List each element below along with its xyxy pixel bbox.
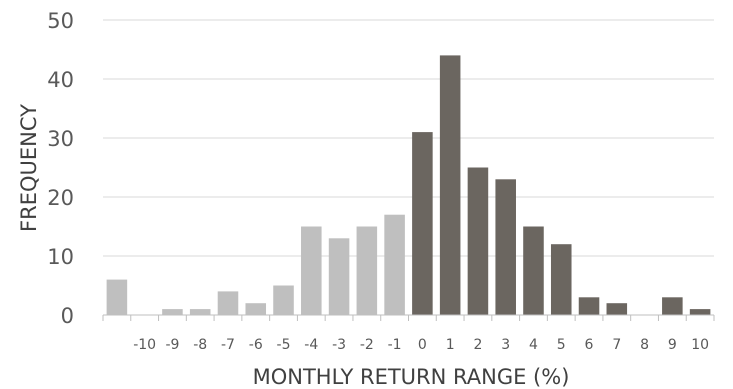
y-tick-label: 0 — [61, 304, 74, 328]
bar — [689, 309, 711, 315]
y-tick-label: 50 — [47, 9, 74, 33]
gridlines — [103, 19, 714, 257]
bar — [523, 226, 544, 315]
bar — [578, 297, 600, 315]
bar — [439, 55, 461, 316]
bars — [106, 55, 711, 316]
bar — [301, 226, 322, 315]
x-tick-label: -1 — [388, 337, 402, 353]
x-tick-label: -8 — [193, 337, 207, 353]
bar — [467, 167, 489, 315]
x-tick-label: 9 — [668, 337, 677, 353]
x-tick-label: 4 — [529, 337, 538, 353]
x-tick-label: -10 — [133, 337, 156, 353]
bar — [384, 214, 405, 315]
x-tick-label: -7 — [221, 337, 235, 353]
bar — [412, 132, 433, 315]
x-tick-label: 2 — [473, 337, 482, 353]
x-tick-label: -2 — [360, 337, 374, 353]
bar — [106, 279, 128, 315]
y-tick-label: 10 — [47, 245, 74, 269]
bar — [328, 238, 350, 315]
x-tick-label: 1 — [446, 337, 455, 353]
x-axis-title: MONTHLY RETURN RANGE (%) — [253, 365, 570, 389]
x-tick-label: -3 — [332, 337, 346, 353]
bar — [606, 303, 628, 315]
bar — [189, 309, 211, 315]
x-tick-label: 5 — [557, 337, 566, 353]
x-tick-label: 10 — [691, 337, 709, 353]
y-tick-label: 20 — [47, 186, 74, 210]
x-tick-label: -6 — [249, 337, 263, 353]
axes — [102, 314, 715, 321]
x-tick-label: 7 — [612, 337, 621, 353]
bar — [273, 285, 294, 315]
x-tick-label: -5 — [277, 337, 291, 353]
bar — [162, 309, 183, 315]
x-tick-label: 8 — [640, 337, 649, 353]
x-tick-label: 0 — [418, 337, 427, 353]
bar — [662, 297, 683, 315]
x-tick-label: -9 — [165, 337, 179, 353]
bar — [495, 179, 516, 315]
y-axis-title: FREQUENCY — [17, 104, 41, 232]
bar — [217, 291, 239, 315]
bar — [245, 303, 267, 315]
y-tick-label: 30 — [47, 127, 74, 151]
x-tick-label: 3 — [501, 337, 510, 353]
bar — [356, 226, 378, 315]
x-tick-label: 6 — [585, 337, 594, 353]
bar — [550, 244, 572, 315]
x-tick-label: -4 — [304, 337, 318, 353]
y-tick-label: 40 — [47, 68, 74, 92]
